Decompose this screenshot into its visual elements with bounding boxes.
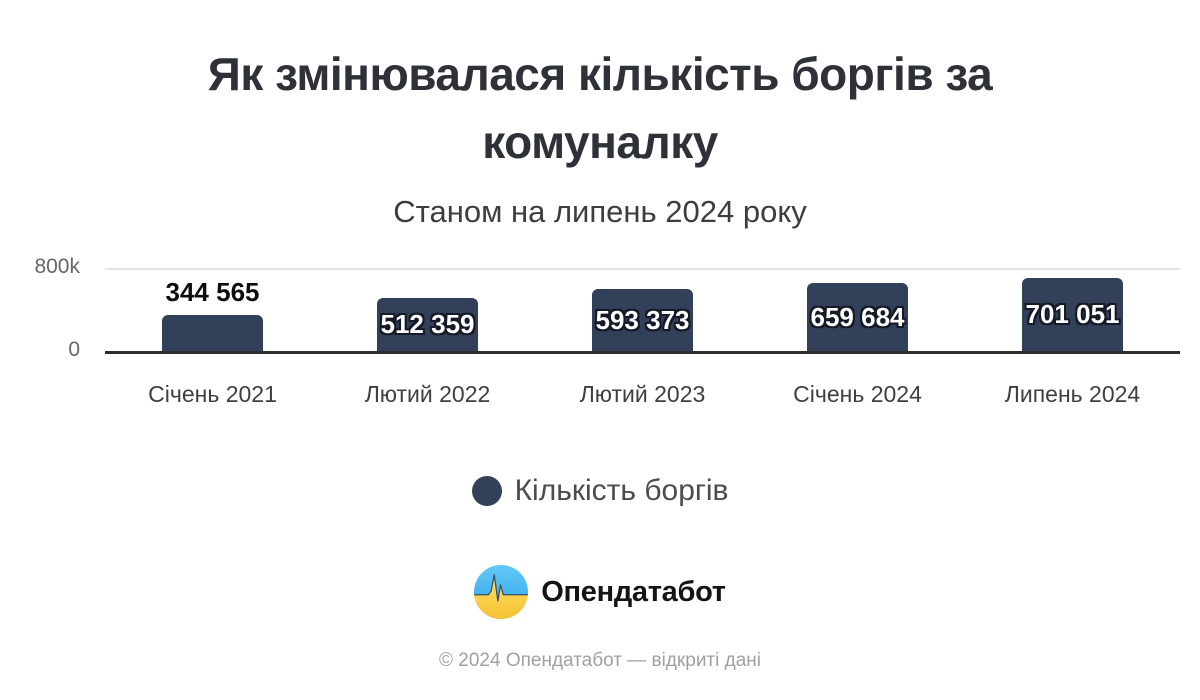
chart-title-line1: Як змінювалася кількість боргів за — [207, 48, 993, 100]
x-axis-labels: Січень 2021 Лютий 2022 Лютий 2023 Січень 20… — [105, 381, 1180, 408]
chart-subtitle: Станом на липень 2024 року — [393, 194, 807, 229]
bar-slot: 593 373 — [535, 268, 750, 351]
bar-slot: 512 359 — [320, 268, 535, 351]
x-axis-label: Липень 2024 — [1004, 381, 1141, 407]
bar-value-label: 512 359 — [380, 309, 475, 339]
chart-title: Як змінювалася кількість боргів за комун… — [125, 40, 1075, 176]
x-axis-label: Січень 2021 — [148, 381, 277, 407]
gridline-800k — [105, 268, 1180, 270]
opendatabot-logo-icon — [474, 565, 529, 619]
bar: 593 373 — [592, 289, 693, 351]
bar: 659 684 — [807, 283, 908, 351]
bar-slot: 344 565 — [105, 268, 320, 351]
bar-value-label: 659 684 — [810, 301, 905, 332]
chart-title-line2: комуналку — [482, 116, 718, 168]
bar-value-label: 344 565 — [165, 277, 260, 307]
y-axis-tick-0: 0 — [68, 338, 80, 361]
brand-footer: Опендатабот — [0, 565, 1200, 619]
x-axis-label: Лютий 2022 — [364, 381, 491, 407]
bar-value-label: 593 373 — [595, 304, 690, 335]
copyright-text: © 2024 Опендатабот — відкриті дані — [439, 650, 761, 671]
bar: 512 359 — [377, 298, 478, 351]
legend-marker-icon — [471, 476, 502, 506]
bar-slot: 701 051 — [965, 268, 1180, 351]
y-axis-tick-800k: 800k — [34, 255, 80, 278]
plot-area: 344 565 512 359 593 373 659 684 701 051 — [105, 268, 1180, 351]
chart-header: Як змінювалася кількість боргів за комун… — [0, 0, 1200, 230]
x-axis-label: Січень 2024 — [793, 381, 922, 407]
x-axis-label: Лютий 2023 — [579, 381, 706, 407]
bar-slot: 659 684 — [750, 268, 965, 351]
brand-name: Опендатабот — [541, 575, 726, 608]
x-axis-line — [105, 351, 1180, 354]
legend: Кількість боргів — [0, 474, 1200, 508]
bar: 701 051 — [1022, 278, 1123, 351]
bar-value-label: 701 051 — [1025, 299, 1120, 329]
bar — [162, 315, 263, 351]
legend-label: Кількість боргів — [514, 474, 729, 507]
